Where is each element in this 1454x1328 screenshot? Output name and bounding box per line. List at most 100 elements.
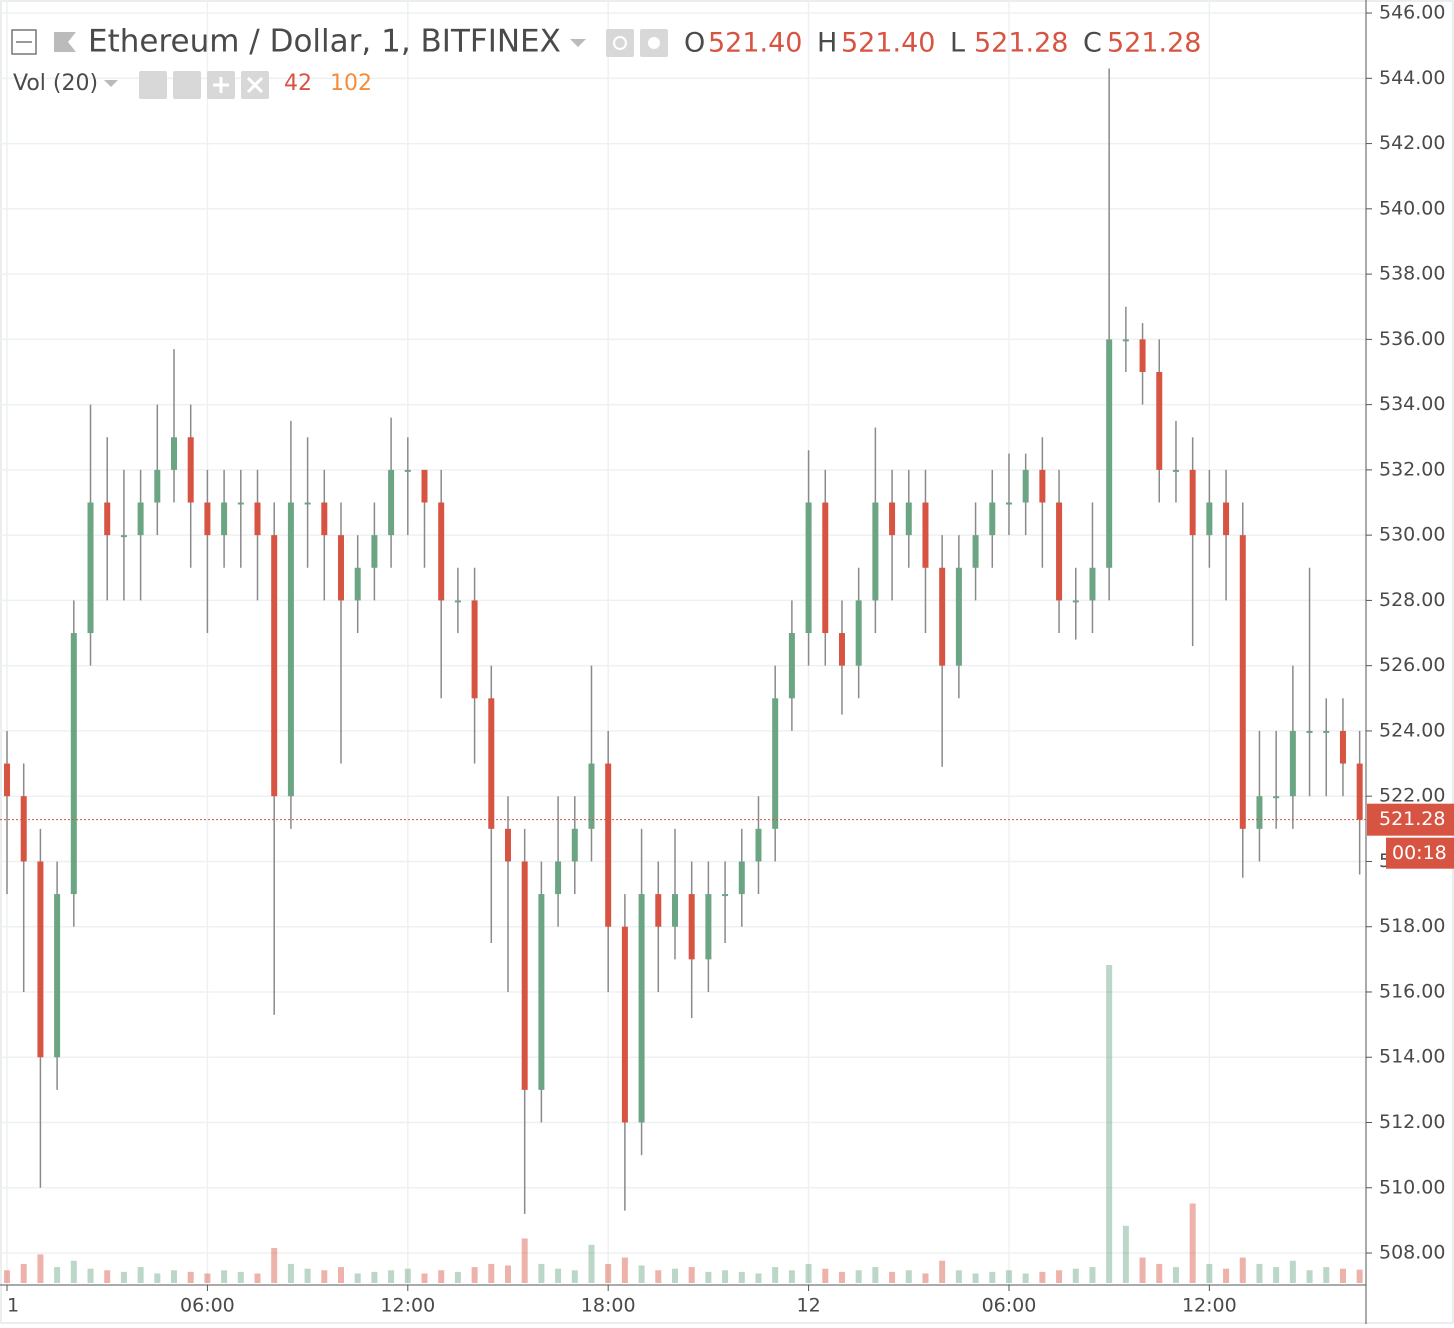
volume-bar	[87, 1268, 94, 1283]
x-tick-label: 12:00	[380, 1295, 435, 1317]
volume-bar	[1339, 1268, 1346, 1283]
candle-body	[521, 861, 528, 1090]
ohlc-value: 521.40	[708, 28, 802, 59]
eye-button[interactable]	[606, 29, 634, 57]
candle-body	[187, 437, 194, 503]
candle-body	[287, 502, 294, 797]
volume-bar	[838, 1271, 845, 1283]
candle-body	[1072, 600, 1079, 603]
y-tick-label: 534.00	[1379, 393, 1445, 415]
candle-body	[671, 894, 678, 927]
settings-button[interactable]	[173, 71, 201, 99]
dropdown-arrow[interactable]	[104, 80, 118, 87]
candle-body	[54, 894, 61, 1058]
candle-body	[989, 502, 996, 536]
candle-body	[354, 567, 361, 601]
candle-body	[271, 535, 278, 797]
volume-bar	[354, 1273, 361, 1283]
volume-bar	[939, 1260, 946, 1283]
plus-icon	[213, 77, 229, 93]
candle-body	[1022, 469, 1029, 503]
flag-icon[interactable]	[54, 32, 76, 52]
ohlc-key: C	[1083, 28, 1102, 59]
close-icon	[246, 76, 264, 94]
ohlc-value: 521.28	[974, 28, 1068, 59]
candle-body	[454, 600, 461, 603]
candle-body	[555, 861, 562, 895]
candle-body	[822, 502, 829, 634]
y-tick-label: 546.00	[1379, 2, 1445, 24]
volume-bar	[1039, 1271, 1046, 1283]
candle-body	[4, 763, 11, 797]
eye-icon	[613, 36, 627, 50]
candles	[4, 68, 1363, 1214]
candle-body	[1005, 502, 1012, 505]
candle-body	[1289, 730, 1296, 797]
candle-body	[304, 502, 311, 505]
gear-icon	[648, 37, 660, 49]
candle-body	[1239, 535, 1246, 829]
candle-body	[571, 828, 578, 862]
eye-button[interactable]	[139, 71, 167, 99]
candle-body	[70, 633, 77, 895]
volume-ma-value: 102	[330, 71, 372, 96]
dropdown-arrow[interactable]	[570, 39, 586, 47]
candle-body	[204, 502, 211, 536]
volume-bar	[655, 1270, 662, 1283]
candle-body	[404, 469, 411, 472]
volume-bar	[204, 1273, 211, 1283]
volume-bar	[1223, 1268, 1230, 1283]
volume-bar	[905, 1270, 912, 1283]
x-tick-label: 1	[7, 1295, 19, 1317]
candle-body	[1106, 339, 1113, 568]
candle-body	[120, 535, 127, 538]
candle-body	[438, 502, 445, 601]
candle-body	[1172, 469, 1179, 472]
volume-bar	[705, 1271, 712, 1283]
candle-body	[621, 926, 628, 1123]
y-tick-label: 536.00	[1379, 328, 1445, 350]
volume-bar	[772, 1267, 779, 1283]
volume-bar	[471, 1267, 478, 1283]
y-tick-label: 526.00	[1379, 654, 1445, 676]
grid	[0, 0, 1366, 1285]
volume-bar	[588, 1244, 595, 1283]
volume-bar	[154, 1273, 161, 1283]
volume-bar	[638, 1265, 645, 1283]
candle-body	[504, 828, 511, 862]
candle-body	[1273, 796, 1280, 799]
y-tick-label: 544.00	[1379, 67, 1445, 89]
ohlc-key: O	[684, 28, 705, 59]
volume-bar	[70, 1260, 77, 1283]
volume-bar	[605, 1263, 612, 1283]
volume-bar	[555, 1268, 562, 1283]
candle-body	[905, 502, 912, 536]
volume-bar	[521, 1238, 528, 1283]
volume-bar	[538, 1263, 545, 1283]
candle-body	[20, 796, 27, 862]
volume-bar	[54, 1267, 61, 1283]
y-tick-label: 524.00	[1379, 719, 1445, 741]
candle-body	[655, 894, 662, 927]
candle-body	[1056, 502, 1063, 601]
volume-bar	[671, 1268, 678, 1283]
candle-body	[872, 502, 879, 601]
volume-bar	[1022, 1273, 1029, 1283]
candle-body	[1339, 730, 1346, 764]
candle-body	[939, 567, 946, 666]
volume-bar	[371, 1271, 378, 1283]
volume-bar	[337, 1267, 344, 1283]
volume-bar	[1239, 1257, 1246, 1283]
y-tick-label: 528.00	[1379, 589, 1445, 611]
volume-bar	[1172, 1267, 1179, 1283]
candle-body	[1156, 371, 1163, 470]
volume-bar	[1139, 1257, 1146, 1283]
x-tick-label: 06:00	[982, 1295, 1037, 1317]
candle-body	[688, 894, 695, 960]
candle-body	[1306, 730, 1313, 733]
candle-body	[337, 535, 344, 601]
volume-bar	[788, 1270, 795, 1283]
volume-bar	[621, 1257, 628, 1283]
